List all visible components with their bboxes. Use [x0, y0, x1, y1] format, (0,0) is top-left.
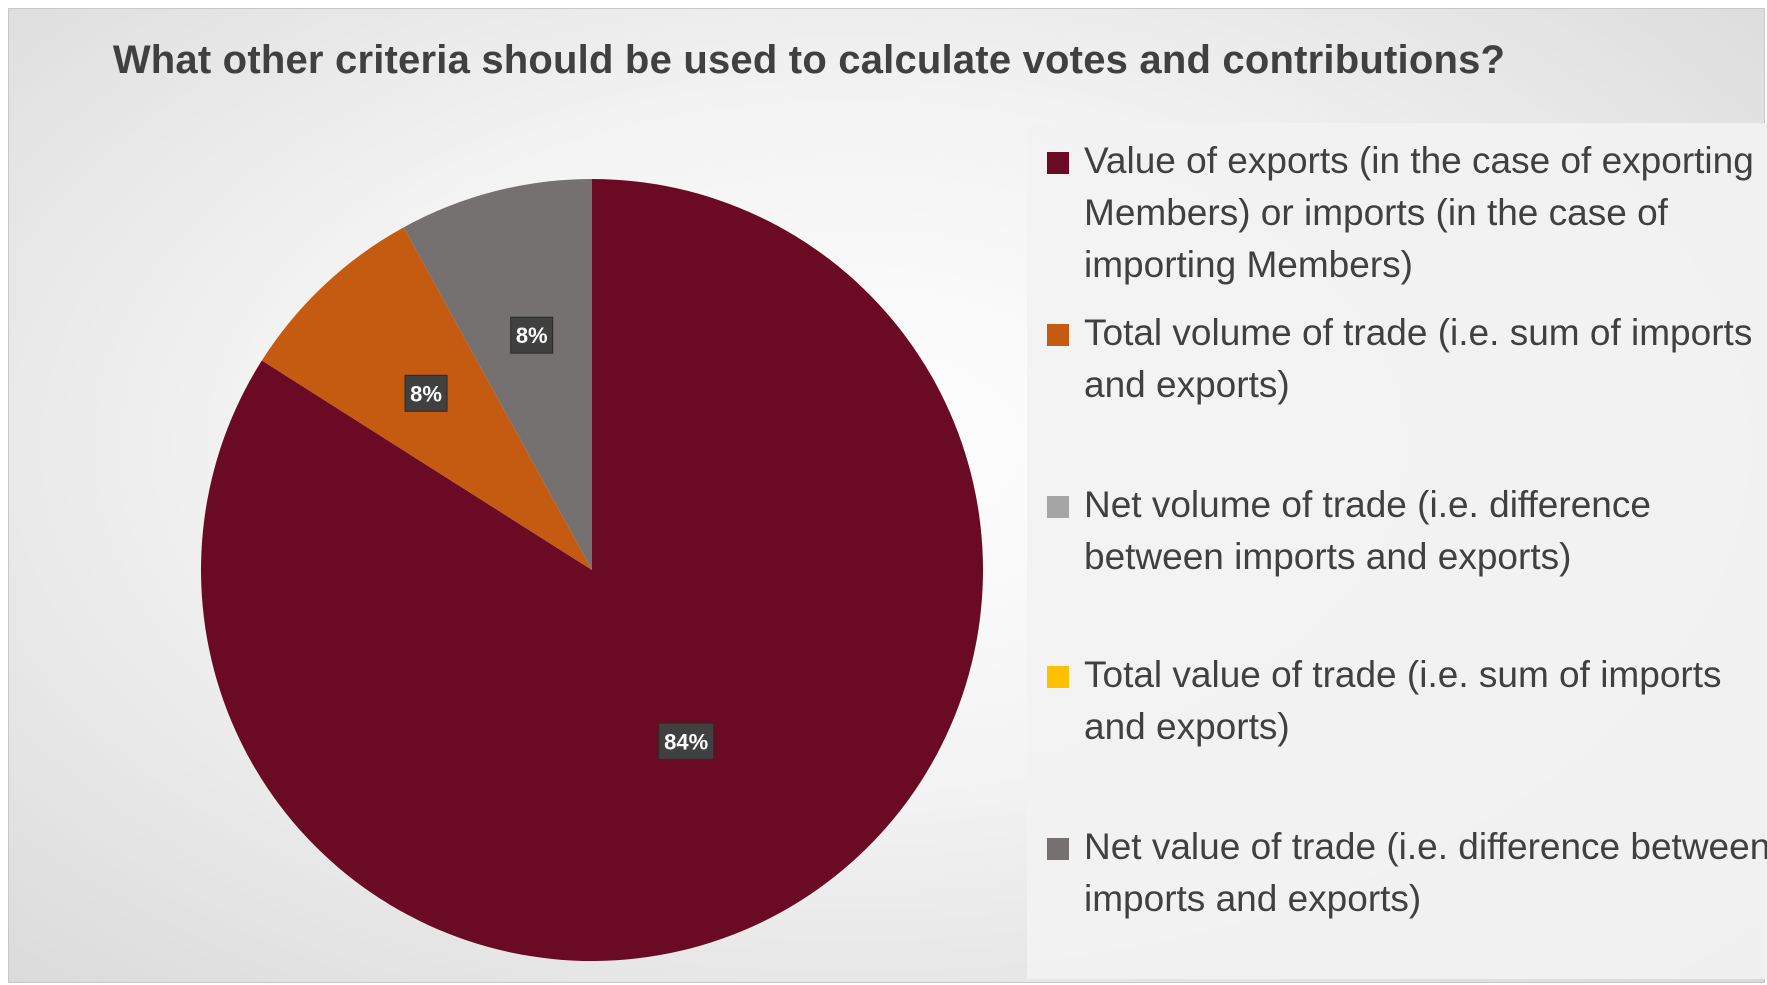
data-label-box — [510, 316, 554, 354]
legend-label: Net value of trade (i.e. difference betw… — [1084, 826, 1767, 919]
legend-label: Total value of trade (i.e. sum of import… — [1084, 654, 1722, 747]
pie-slice — [403, 179, 592, 570]
data-label-text: 8% — [516, 323, 548, 348]
legend-swatch — [1047, 152, 1069, 174]
chart-area: What other criteria should be used to ca… — [8, 8, 1767, 983]
legend-swatch — [1047, 838, 1069, 860]
legend: Value of exports (in the case of exporti… — [1027, 123, 1767, 979]
legend-label: Total volume of trade (i.e. sum of impor… — [1084, 312, 1753, 405]
legend-swatch — [1047, 324, 1069, 346]
data-label-box — [404, 374, 448, 412]
data-label-text: 84% — [664, 729, 708, 754]
data-label-text: 8% — [410, 381, 442, 406]
legend-label: Net volume of trade (i.e. difference bet… — [1084, 484, 1651, 577]
chart-title: What other criteria should be used to ca… — [112, 38, 1506, 82]
legend-swatch — [1047, 496, 1069, 518]
pie-chart: 84% 8% 8% — [200, 179, 983, 962]
legend-swatch — [1047, 666, 1069, 688]
data-label: 8% — [404, 374, 448, 412]
pie-slice — [200, 179, 983, 962]
data-label: 8% — [510, 316, 554, 354]
data-label-box — [658, 722, 715, 760]
data-label: 84% — [658, 722, 715, 760]
legend-label: Value of exports (in the case of exporti… — [1084, 140, 1754, 285]
